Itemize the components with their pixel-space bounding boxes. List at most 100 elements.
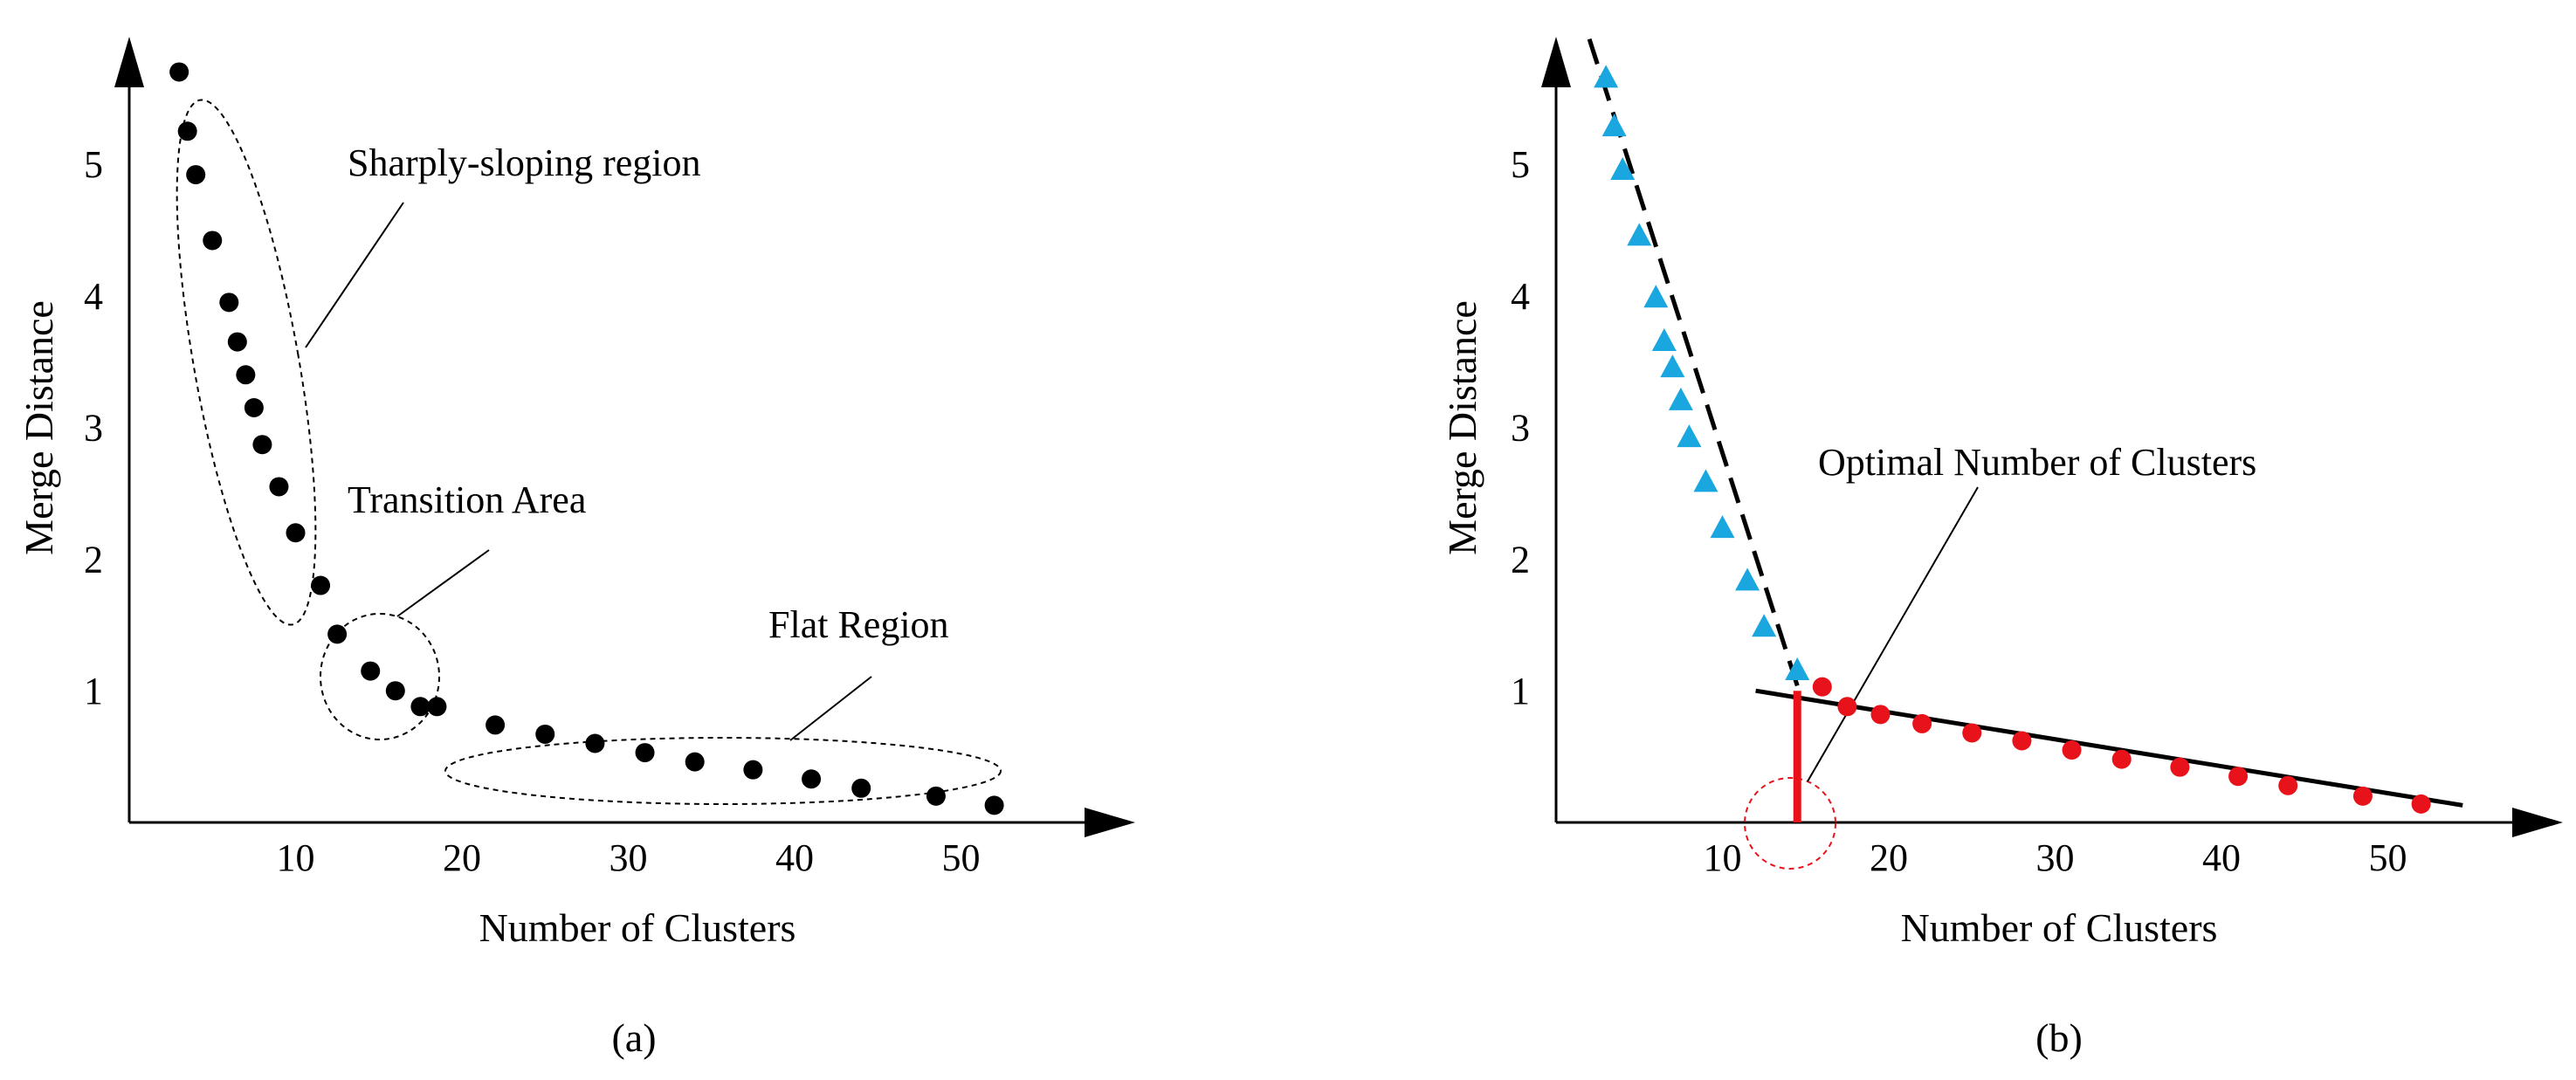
data-point-circle — [2111, 749, 2132, 769]
y-tick-label: 4 — [84, 275, 103, 318]
data-point-circle — [2352, 786, 2373, 806]
data-point-circle — [1912, 713, 1932, 733]
x-tick-label: 10 — [277, 836, 315, 879]
transition-leader — [396, 549, 490, 617]
fit-line-steep — [1587, 38, 1801, 691]
data-point-circle — [169, 62, 189, 82]
x-tick-label: 10 — [1704, 836, 1742, 879]
fit-line-flat — [1755, 688, 2463, 808]
x-tick-label: 40 — [775, 836, 814, 879]
data-point-circle — [186, 165, 206, 185]
y-tick-label: 3 — [84, 407, 103, 450]
data-point-triangle — [1735, 568, 1760, 591]
data-point-circle — [286, 523, 306, 543]
data-point-triangle — [1668, 387, 1693, 410]
data-point-circle — [2170, 757, 2190, 777]
data-point-circle — [2228, 767, 2249, 787]
data-point-circle — [926, 786, 946, 806]
annotation-optimal-clusters: Optimal Number of Clusters — [1818, 441, 2256, 484]
ticks-b: 10 20 30 40 50 1 2 3 4 5 — [1511, 143, 2407, 879]
data-point-triangle — [1610, 156, 1636, 180]
y-axis-arrow — [1541, 37, 1571, 87]
panel-b: Optimal Number of Clusters Number of Clu… — [1440, 37, 2563, 1060]
transition-ellipse — [320, 613, 440, 740]
y-tick-label: 5 — [84, 143, 103, 186]
x-axis-arrow — [2512, 808, 2563, 837]
x-tick-label: 20 — [1870, 836, 1908, 879]
data-point-circle — [535, 724, 555, 744]
data-point-triangle — [1785, 657, 1810, 680]
x-tick-label: 50 — [2369, 836, 2407, 879]
points-a — [169, 62, 1004, 815]
data-point-circle — [635, 743, 655, 763]
ticks-a: 10 20 30 40 50 1 2 3 4 5 — [84, 143, 981, 879]
data-point-circle — [252, 435, 272, 455]
x-tick-label: 50 — [942, 836, 981, 879]
data-point-triangle — [1752, 614, 1777, 637]
data-point-triangle — [1594, 65, 1619, 88]
y-tick-label: 5 — [1511, 143, 1530, 186]
y-axis-label-b: Merge Distance — [1440, 300, 1484, 555]
caption-a: (a) — [611, 1015, 656, 1060]
data-point-circle — [177, 121, 197, 141]
x-tick-label: 30 — [2036, 836, 2075, 879]
data-point-triangle — [1651, 327, 1677, 351]
data-point-triangle — [1643, 285, 1669, 308]
data-point-circle — [486, 715, 506, 735]
data-point-circle — [410, 697, 430, 717]
data-point-circle — [361, 661, 381, 681]
data-point-circle — [269, 477, 289, 497]
y-tick-label: 2 — [1511, 538, 1530, 581]
y-axis-label-a: Merge Distance — [17, 300, 61, 555]
sharply-sloping-ellipse — [176, 99, 317, 626]
x-tick-label: 40 — [2202, 836, 2241, 879]
data-point-circle — [851, 778, 871, 798]
data-point-triangle — [1693, 469, 1718, 492]
optimal-leader — [1807, 486, 1979, 782]
data-point-circle — [327, 624, 348, 644]
data-point-circle — [427, 697, 447, 717]
y-tick-label: 1 — [1511, 670, 1530, 712]
data-point-circle — [311, 575, 331, 595]
data-point-circle — [743, 760, 763, 780]
y-tick-label: 4 — [1511, 275, 1530, 318]
points-b — [1594, 65, 2431, 814]
x-axis-label-b: Number of Clusters — [1901, 905, 2218, 950]
x-axis-arrow — [1085, 808, 1135, 837]
caption-b: (b) — [2035, 1015, 2083, 1060]
data-point-circle — [1812, 677, 1832, 697]
flat-region-leader — [789, 676, 872, 741]
data-point-triangle — [1710, 515, 1735, 539]
data-point-circle — [2062, 740, 2082, 760]
sharply-sloping-leader — [305, 202, 404, 348]
x-axis-label-a: Number of Clusters — [479, 905, 796, 950]
data-point-triangle — [1627, 223, 1652, 246]
y-axis-arrow — [114, 37, 144, 87]
optimal-highlight-circle — [1744, 777, 1836, 870]
data-point-circle — [1870, 705, 1891, 725]
data-point-triangle — [1601, 114, 1627, 137]
data-point-circle — [1962, 723, 1982, 743]
y-tick-label: 1 — [84, 670, 103, 712]
data-point-circle — [203, 230, 223, 251]
fit-lines-b — [1587, 38, 2463, 822]
annotation-flat-region: Flat Region — [768, 603, 949, 646]
data-point-circle — [219, 292, 239, 313]
annotation-transition-area: Transition Area — [348, 478, 586, 521]
data-point-circle — [385, 681, 405, 701]
data-point-circle — [2278, 775, 2298, 795]
y-tick-label: 2 — [84, 538, 103, 581]
data-point-circle — [1837, 697, 1857, 717]
data-point-circle — [585, 733, 605, 753]
x-tick-label: 20 — [443, 836, 481, 879]
data-point-circle — [236, 365, 256, 385]
data-point-circle — [984, 795, 1004, 815]
y-tick-label: 3 — [1511, 407, 1530, 450]
data-point-circle — [685, 752, 705, 772]
data-point-circle — [2411, 794, 2431, 814]
x-tick-label: 30 — [610, 836, 648, 879]
data-point-triangle — [1677, 424, 1702, 448]
data-point-circle — [227, 332, 247, 352]
data-point-circle — [2012, 731, 2032, 751]
